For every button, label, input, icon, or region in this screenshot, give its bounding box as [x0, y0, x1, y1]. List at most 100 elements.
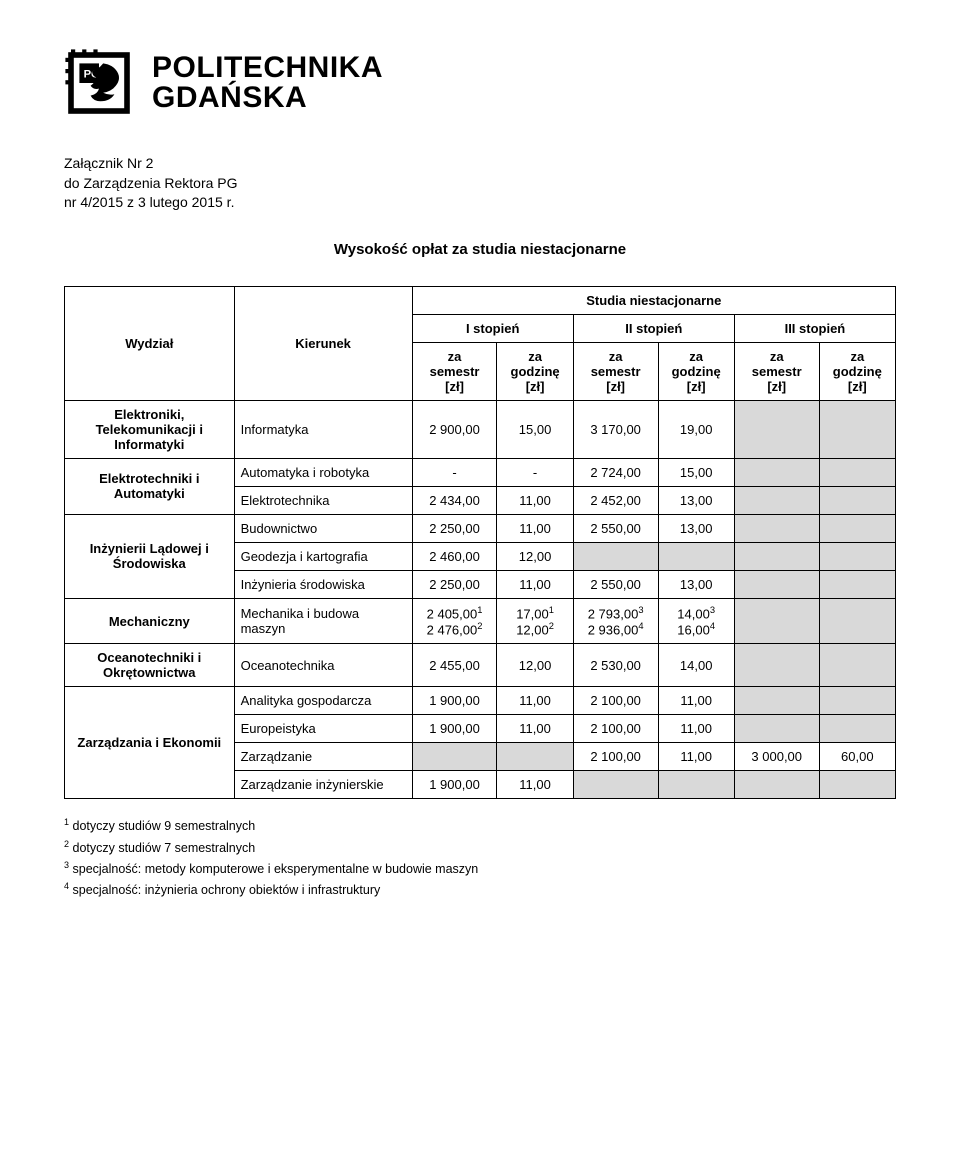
table-body: Elektroniki, Telekomunikacji i Informaty… [65, 400, 896, 799]
cell-value: 2 100,00 [573, 743, 658, 771]
th-level-3: III stopień [734, 314, 895, 342]
cell-kierunek: Zarządzanie inżynierskie [234, 771, 412, 799]
cell-value: - [412, 458, 497, 486]
th-sub-semestr: za semestr [zł] [573, 342, 658, 400]
cell-empty [658, 771, 734, 799]
cell-wydzial: Mechaniczny [65, 598, 235, 644]
cell-kierunek: Automatyka i robotyka [234, 458, 412, 486]
cell-empty [734, 542, 819, 570]
cell-empty [819, 542, 895, 570]
cell-value: 2 250,00 [412, 570, 497, 598]
cell-empty [734, 715, 819, 743]
th-sub-godzine: za godzinę [zł] [819, 342, 895, 400]
cell-empty [819, 458, 895, 486]
cell-value: 14,00316,004 [658, 598, 734, 644]
cell-value: 11,00 [658, 687, 734, 715]
cell-empty [734, 644, 819, 687]
cell-kierunek: Geodezja i kartografia [234, 542, 412, 570]
cell-value: 2 405,0012 476,002 [412, 598, 497, 644]
meta-line3: nr 4/2015 z 3 lutego 2015 r. [64, 193, 896, 213]
fees-table: Wydział Kierunek Studia niestacjonarne I… [64, 286, 896, 800]
cell-kierunek: Zarządzanie [234, 743, 412, 771]
cell-kierunek: Oceanotechnika [234, 644, 412, 687]
cell-empty [734, 598, 819, 644]
cell-value: 1 900,00 [412, 771, 497, 799]
cell-empty [819, 771, 895, 799]
cell-empty [734, 514, 819, 542]
cell-wydzial: Elektroniki, Telekomunikacji i Informaty… [65, 400, 235, 458]
cell-value: 11,00 [497, 771, 573, 799]
cell-value: 60,00 [819, 743, 895, 771]
th-sub-godzine: za godzinę [zł] [658, 342, 734, 400]
cell-value: 2 100,00 [573, 687, 658, 715]
cell-value: 2 434,00 [412, 486, 497, 514]
cell-value: 11,00 [497, 715, 573, 743]
cell-kierunek: Mechanika i budowa maszyn [234, 598, 412, 644]
cell-empty [734, 486, 819, 514]
attachment-meta: Załącznik Nr 2 do Zarządzenia Rektora PG… [64, 154, 896, 213]
cell-value: 12,00 [497, 542, 573, 570]
th-level-2: II stopień [573, 314, 734, 342]
cell-value: 2 460,00 [412, 542, 497, 570]
cell-empty [573, 771, 658, 799]
header: PG POLITECHNIKA GDAŃSKA [64, 48, 896, 118]
cell-value: 13,00 [658, 486, 734, 514]
cell-value: 2 455,00 [412, 644, 497, 687]
brand-line1: POLITECHNIKA [152, 53, 383, 83]
cell-empty [734, 400, 819, 458]
cell-value: 19,00 [658, 400, 734, 458]
cell-value: 13,00 [658, 514, 734, 542]
cell-empty [819, 644, 895, 687]
cell-value: 3 000,00 [734, 743, 819, 771]
meta-line1: Załącznik Nr 2 [64, 154, 896, 174]
cell-value: 2 100,00 [573, 715, 658, 743]
cell-value: 11,00 [497, 514, 573, 542]
cell-empty [819, 400, 895, 458]
cell-value: 3 170,00 [573, 400, 658, 458]
cell-value: 2 793,0032 936,004 [573, 598, 658, 644]
cell-wydzial: Inżynierii Lądowej i Środowiska [65, 514, 235, 598]
cell-value: 2 724,00 [573, 458, 658, 486]
cell-value: 11,00 [497, 486, 573, 514]
cell-kierunek: Analityka gospodarcza [234, 687, 412, 715]
brand-text: POLITECHNIKA GDAŃSKA [152, 53, 383, 113]
cell-kierunek: Elektrotechnika [234, 486, 412, 514]
cell-value: 11,00 [497, 570, 573, 598]
th-sub-semestr: za semestr [zł] [412, 342, 497, 400]
cell-value: 2 250,00 [412, 514, 497, 542]
cell-empty [734, 570, 819, 598]
footnote: 4 specjalność: inżynieria ochrony obiekt… [64, 879, 896, 900]
th-sub-godzine: za godzinę [zł] [497, 342, 573, 400]
page: PG POLITECHNIKA GDAŃSKA Załącznik Nr 2 d… [0, 0, 960, 948]
brand-line2: GDAŃSKA [152, 83, 383, 113]
cell-wydzial: Elektrotechniki i Automatyki [65, 458, 235, 514]
cell-empty [412, 743, 497, 771]
document-title: Wysokość opłat za studia niestacjonarne [64, 241, 896, 258]
footnote: 2 dotyczy studiów 7 semestralnych [64, 837, 896, 858]
table-row: Oceanotechniki i OkrętownictwaOceanotech… [65, 644, 896, 687]
cell-value: - [497, 458, 573, 486]
table-row: Zarządzania i EkonomiiAnalityka gospodar… [65, 687, 896, 715]
th-level-1: I stopień [412, 314, 573, 342]
cell-empty [819, 598, 895, 644]
cell-value: 15,00 [497, 400, 573, 458]
meta-line2: do Zarządzenia Rektora PG [64, 174, 896, 194]
cell-empty [573, 542, 658, 570]
table-row: Elektrotechniki i AutomatykiAutomatyka i… [65, 458, 896, 486]
cell-value: 2 550,00 [573, 570, 658, 598]
cell-kierunek: Inżynieria środowiska [234, 570, 412, 598]
cell-value: 14,00 [658, 644, 734, 687]
cell-empty [819, 687, 895, 715]
cell-empty [819, 570, 895, 598]
th-wydzial: Wydział [65, 286, 235, 400]
cell-value: 15,00 [658, 458, 734, 486]
cell-value: 12,00 [497, 644, 573, 687]
footnotes: 1 dotyczy studiów 9 semestralnych2 dotyc… [64, 815, 896, 900]
cell-kierunek: Informatyka [234, 400, 412, 458]
footnote: 1 dotyczy studiów 9 semestralnych [64, 815, 896, 836]
cell-empty [734, 687, 819, 715]
cell-kierunek: Europeistyka [234, 715, 412, 743]
cell-value: 11,00 [497, 687, 573, 715]
table-row: Inżynierii Lądowej i ŚrodowiskaBudownict… [65, 514, 896, 542]
cell-value: 2 900,00 [412, 400, 497, 458]
